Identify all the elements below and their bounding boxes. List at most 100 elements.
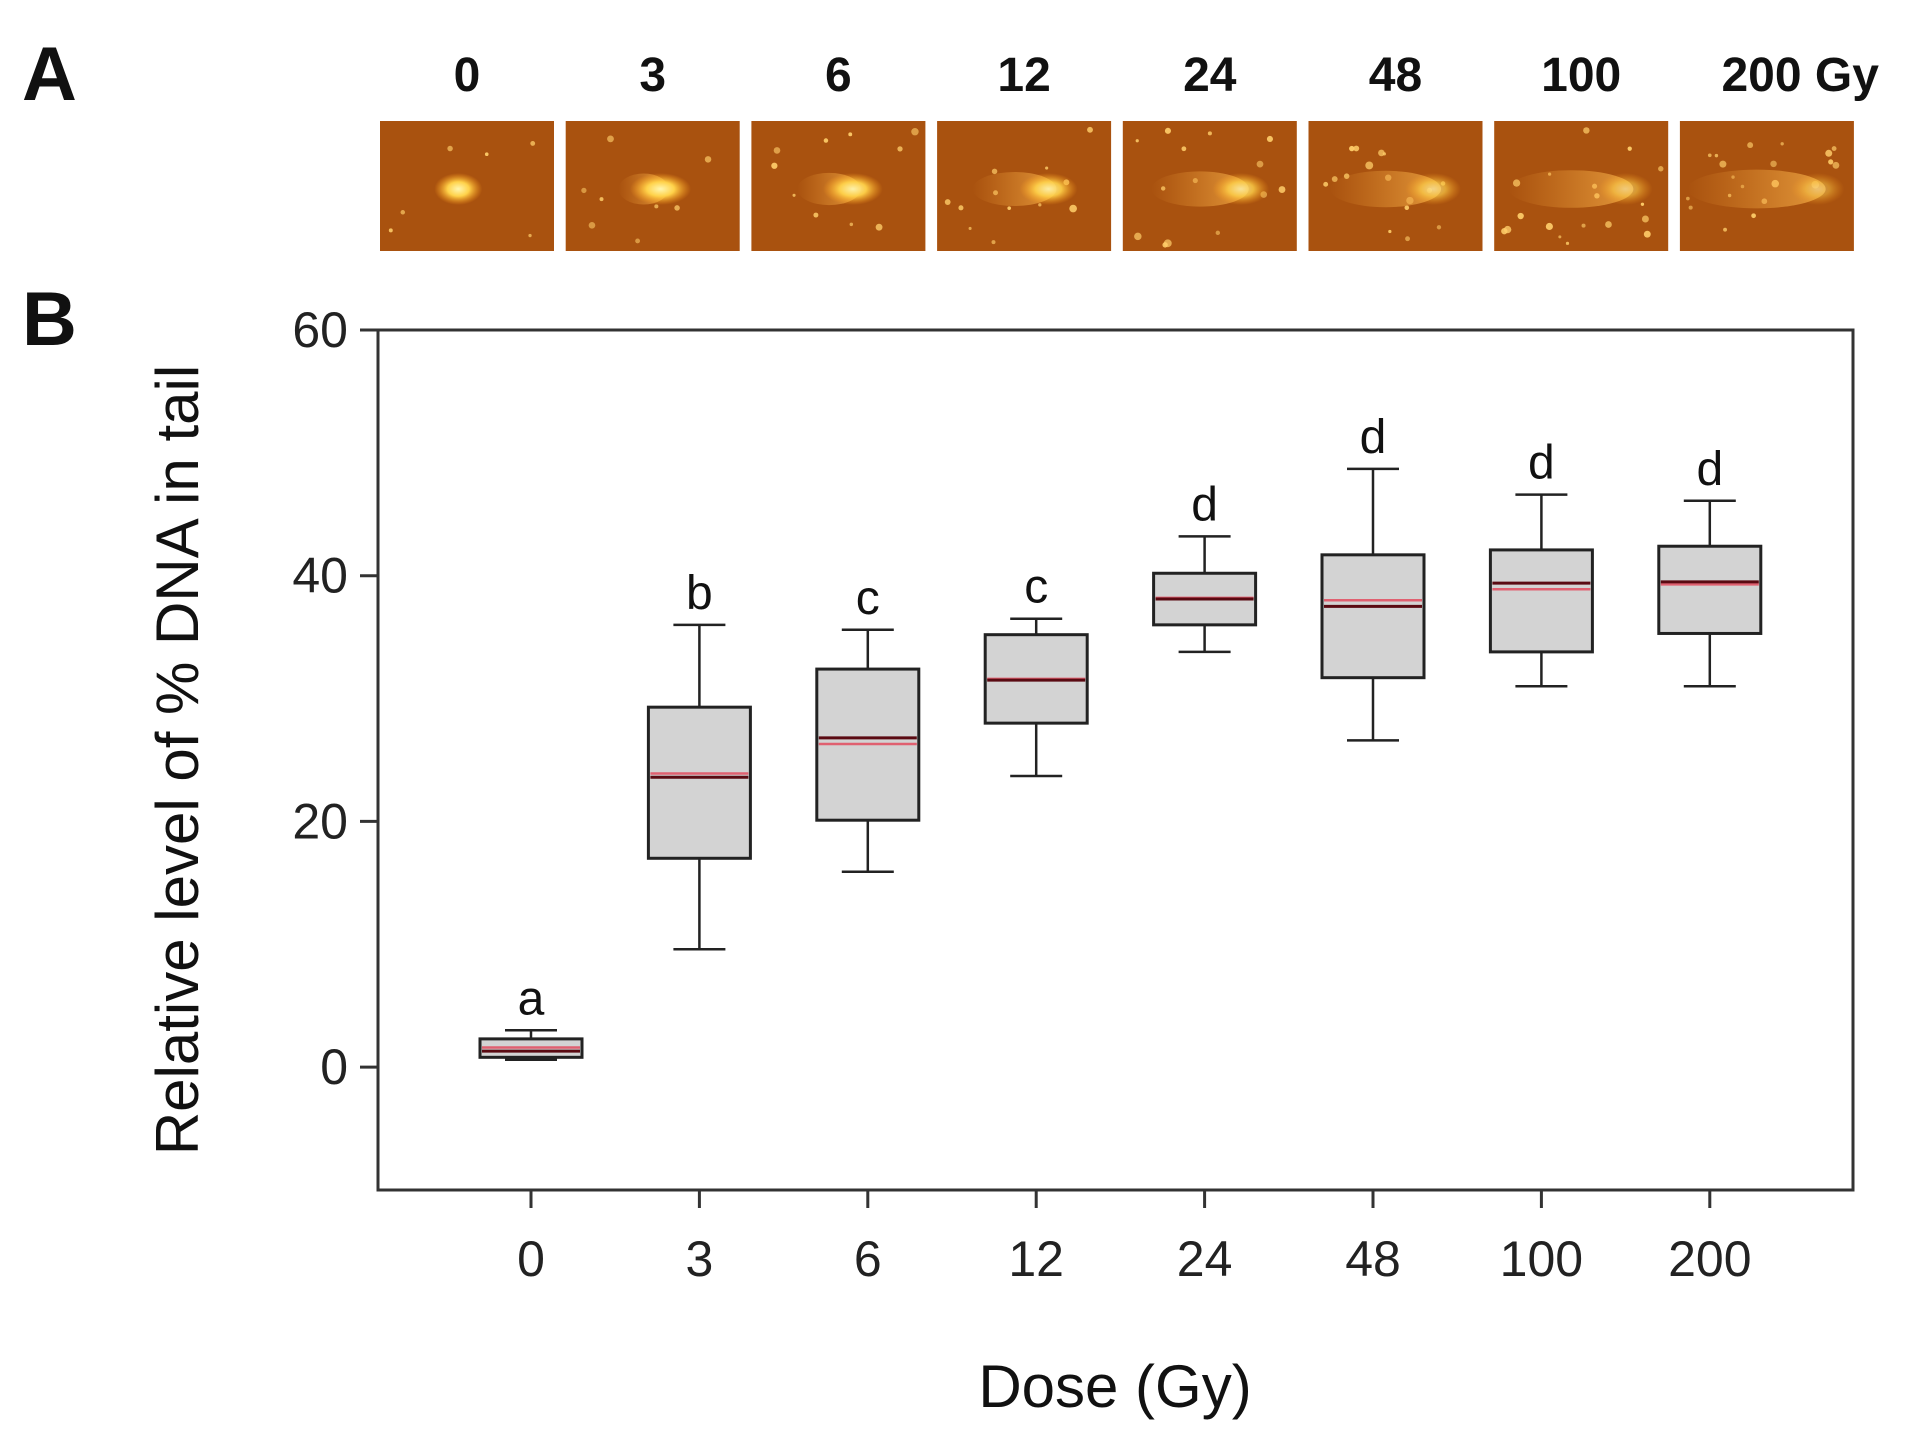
comet-speckle [1405,236,1410,242]
comet-speckle [1714,153,1719,158]
box-48: d [1320,411,1426,742]
y-tick-label: 0 [320,1039,348,1095]
comet-speckle [1643,230,1651,238]
y-tick-label: 20 [292,793,348,849]
comet-speckle [1215,230,1221,236]
comet-speckle [968,226,972,230]
comet-image [380,121,554,251]
comet-image [565,121,740,251]
comet-speckle [400,210,406,215]
y-axis: 0 20 40 60 [292,302,378,1095]
comet-speckle [823,138,829,143]
comet-speckle [1365,161,1374,170]
comet-head [1791,173,1845,205]
comet-speckle [1162,242,1168,248]
comet-speckle [897,146,903,152]
comet-head [1019,173,1078,205]
comet-speckle [1780,142,1784,146]
significance-letter: d [1696,443,1723,496]
panel-a-comet-images [380,121,1854,251]
comet-speckle [1353,145,1360,152]
comet-speckle [581,187,587,194]
box-24: d [1152,478,1258,654]
dose-header: 48 [1369,49,1422,102]
significance-letter: d [1360,411,1387,464]
comet-speckle [1378,149,1385,157]
comet-speckle [1658,166,1664,172]
comet-speckle [1256,160,1264,168]
comet-speckle [1641,215,1649,223]
comet-speckle [1688,205,1693,210]
x-tick-label: 48 [1345,1231,1401,1287]
y-axis-title: Relative level of % DNA in tail [144,365,211,1155]
comet-head [1598,173,1653,205]
comet-speckle [607,135,614,143]
comet-speckle [1747,142,1754,149]
box-0: a [478,972,584,1062]
boxes: a b c c d d d d [478,411,1763,1062]
comet-image [1679,121,1854,251]
comet-speckle [1404,205,1410,211]
dose-header: 12 [997,49,1050,102]
comet-speckle [588,221,596,229]
dose-header: 200 Gy [1721,49,1879,102]
x-tick-label: 3 [685,1231,713,1287]
comet-speckle [1045,166,1049,170]
dose-header: 6 [825,49,852,102]
comet-head [1405,173,1461,205]
comet-speckle [875,223,883,231]
comet-speckle [1707,153,1712,158]
panel-a-label: A [22,32,77,117]
box-iqr [646,705,752,860]
comet-speckle [484,152,489,157]
comet-speckle [1545,222,1553,231]
comet-speckle [1581,223,1586,228]
comet-speckle [1723,227,1728,232]
y-tick-label: 60 [292,302,348,358]
dose-header: 24 [1183,49,1237,102]
comet-speckle [792,193,796,197]
comet-speckle [1181,146,1187,152]
comet-speckle [1007,206,1012,210]
comet-speckle [773,147,781,154]
comet-speckle [1583,127,1590,134]
comet-speckle [991,240,996,245]
comet-head [630,173,692,205]
significance-letter: b [686,567,713,620]
significance-letter: d [1528,437,1555,490]
box-200: d [1657,443,1763,688]
comet-speckle [1825,149,1833,157]
x-tick-label: 24 [1177,1231,1233,1287]
comet-speckle [528,233,532,238]
comet-speckle [1558,235,1562,239]
comet-speckle [813,212,819,218]
comet-speckle [635,238,641,244]
comet-speckle [991,168,998,175]
significance-letter: c [856,572,880,625]
significance-letter: c [1024,561,1048,614]
comet-speckle [1164,127,1172,134]
comet-image [1494,121,1669,251]
comet-speckle [944,199,951,205]
x-tick-label: 6 [854,1231,882,1287]
comet-speckle [1719,160,1727,168]
dose-header: 0 [454,49,481,102]
comet-speckle [1605,221,1612,228]
x-tick-label: 100 [1500,1231,1583,1287]
comet-speckle [704,156,712,163]
comet-head [1212,173,1270,205]
x-tick-label: 12 [1008,1231,1064,1287]
comet-speckle [1627,146,1632,151]
comet-speckle [849,222,854,227]
plot-frame [376,328,1855,1192]
box-iqr [1488,548,1594,654]
comet-speckle [599,197,604,202]
comet-speckle [1135,139,1139,143]
x-tick-label: 0 [517,1231,545,1287]
comet-speckle [1517,212,1524,220]
comet-speckle [1323,181,1329,187]
comet-image [751,121,926,251]
comet-speckle [530,140,536,146]
comet-speckle [1388,229,1392,234]
